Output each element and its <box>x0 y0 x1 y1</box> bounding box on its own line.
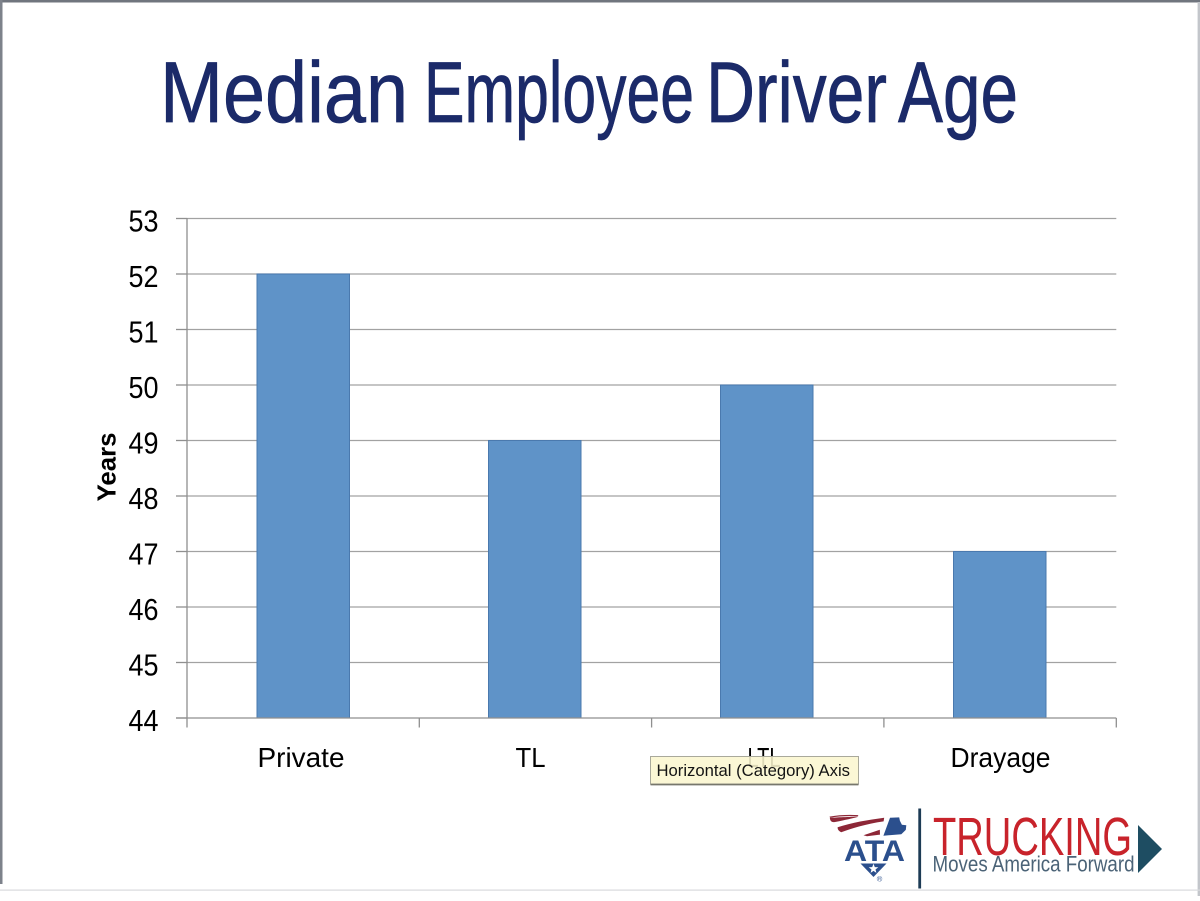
svg-text:Private: Private <box>258 742 345 773</box>
svg-text:ATA: ATA <box>844 835 905 868</box>
svg-text:44: 44 <box>129 703 159 738</box>
svg-text:52: 52 <box>129 259 159 294</box>
svg-text:46: 46 <box>129 592 159 627</box>
svg-text:TL: TL <box>516 742 546 773</box>
svg-text:47: 47 <box>129 537 159 572</box>
svg-text:48: 48 <box>129 481 159 516</box>
svg-text:Age: Age <box>898 45 1018 141</box>
svg-text:Driver: Driver <box>706 45 887 141</box>
svg-text:Horizontal (Category) Axis: Horizontal (Category) Axis <box>657 762 851 780</box>
svg-text:Drayage: Drayage <box>951 742 1051 773</box>
svg-text:Moves America Forward: Moves America Forward <box>933 852 1135 877</box>
svg-text:49: 49 <box>129 426 159 461</box>
svg-text:Employee: Employee <box>424 45 694 141</box>
svg-text:53: 53 <box>129 204 159 239</box>
svg-text:45: 45 <box>129 648 159 683</box>
svg-text:Years: Years <box>92 433 122 502</box>
svg-text:50: 50 <box>129 370 159 405</box>
svg-text:Median: Median <box>160 45 408 141</box>
svg-text:TRUCKING: TRUCKING <box>933 807 1132 867</box>
svg-text:51: 51 <box>129 315 159 350</box>
svg-text:®: ® <box>877 875 883 884</box>
